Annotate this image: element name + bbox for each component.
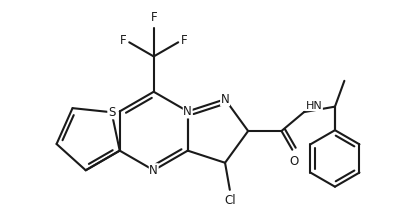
Text: F: F — [120, 34, 127, 47]
Text: HN: HN — [306, 100, 322, 111]
Text: Cl: Cl — [224, 194, 235, 207]
Text: S: S — [108, 106, 115, 119]
Text: O: O — [289, 155, 298, 168]
Text: N: N — [183, 105, 192, 118]
Text: F: F — [181, 34, 187, 47]
Text: F: F — [151, 11, 157, 24]
Text: N: N — [149, 164, 158, 177]
Text: N: N — [220, 93, 229, 106]
